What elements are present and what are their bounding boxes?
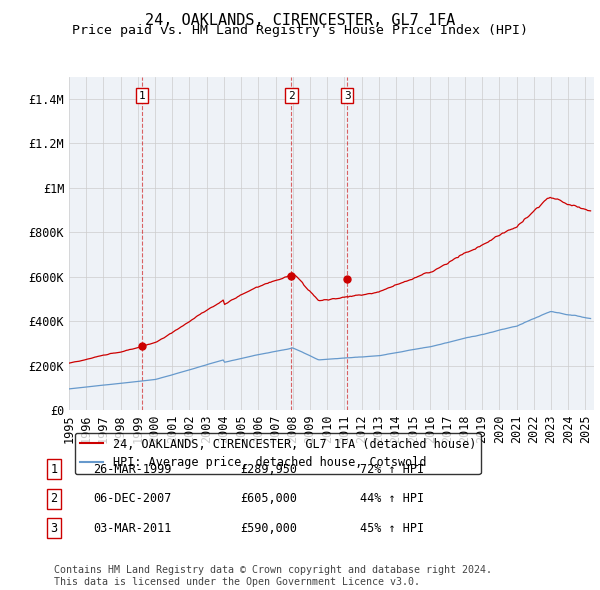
- Text: 06-DEC-2007: 06-DEC-2007: [93, 492, 172, 505]
- Text: £590,000: £590,000: [240, 522, 297, 535]
- Text: 03-MAR-2011: 03-MAR-2011: [93, 522, 172, 535]
- Text: 2: 2: [50, 492, 58, 505]
- Text: 72% ↑ HPI: 72% ↑ HPI: [360, 463, 424, 476]
- Text: 3: 3: [50, 522, 58, 535]
- Text: £605,000: £605,000: [240, 492, 297, 505]
- Text: 24, OAKLANDS, CIRENCESTER, GL7 1FA: 24, OAKLANDS, CIRENCESTER, GL7 1FA: [145, 13, 455, 28]
- Text: 2: 2: [288, 91, 295, 100]
- Text: £289,950: £289,950: [240, 463, 297, 476]
- Text: 26-MAR-1999: 26-MAR-1999: [93, 463, 172, 476]
- Text: 1: 1: [50, 463, 58, 476]
- Legend: 24, OAKLANDS, CIRENCESTER, GL7 1FA (detached house), HPI: Average price, detache: 24, OAKLANDS, CIRENCESTER, GL7 1FA (deta…: [75, 433, 481, 474]
- Text: 45% ↑ HPI: 45% ↑ HPI: [360, 522, 424, 535]
- Text: 44% ↑ HPI: 44% ↑ HPI: [360, 492, 424, 505]
- Text: 1: 1: [139, 91, 145, 100]
- Text: 3: 3: [344, 91, 351, 100]
- Text: Contains HM Land Registry data © Crown copyright and database right 2024.
This d: Contains HM Land Registry data © Crown c…: [54, 565, 492, 587]
- Text: Price paid vs. HM Land Registry's House Price Index (HPI): Price paid vs. HM Land Registry's House …: [72, 24, 528, 37]
